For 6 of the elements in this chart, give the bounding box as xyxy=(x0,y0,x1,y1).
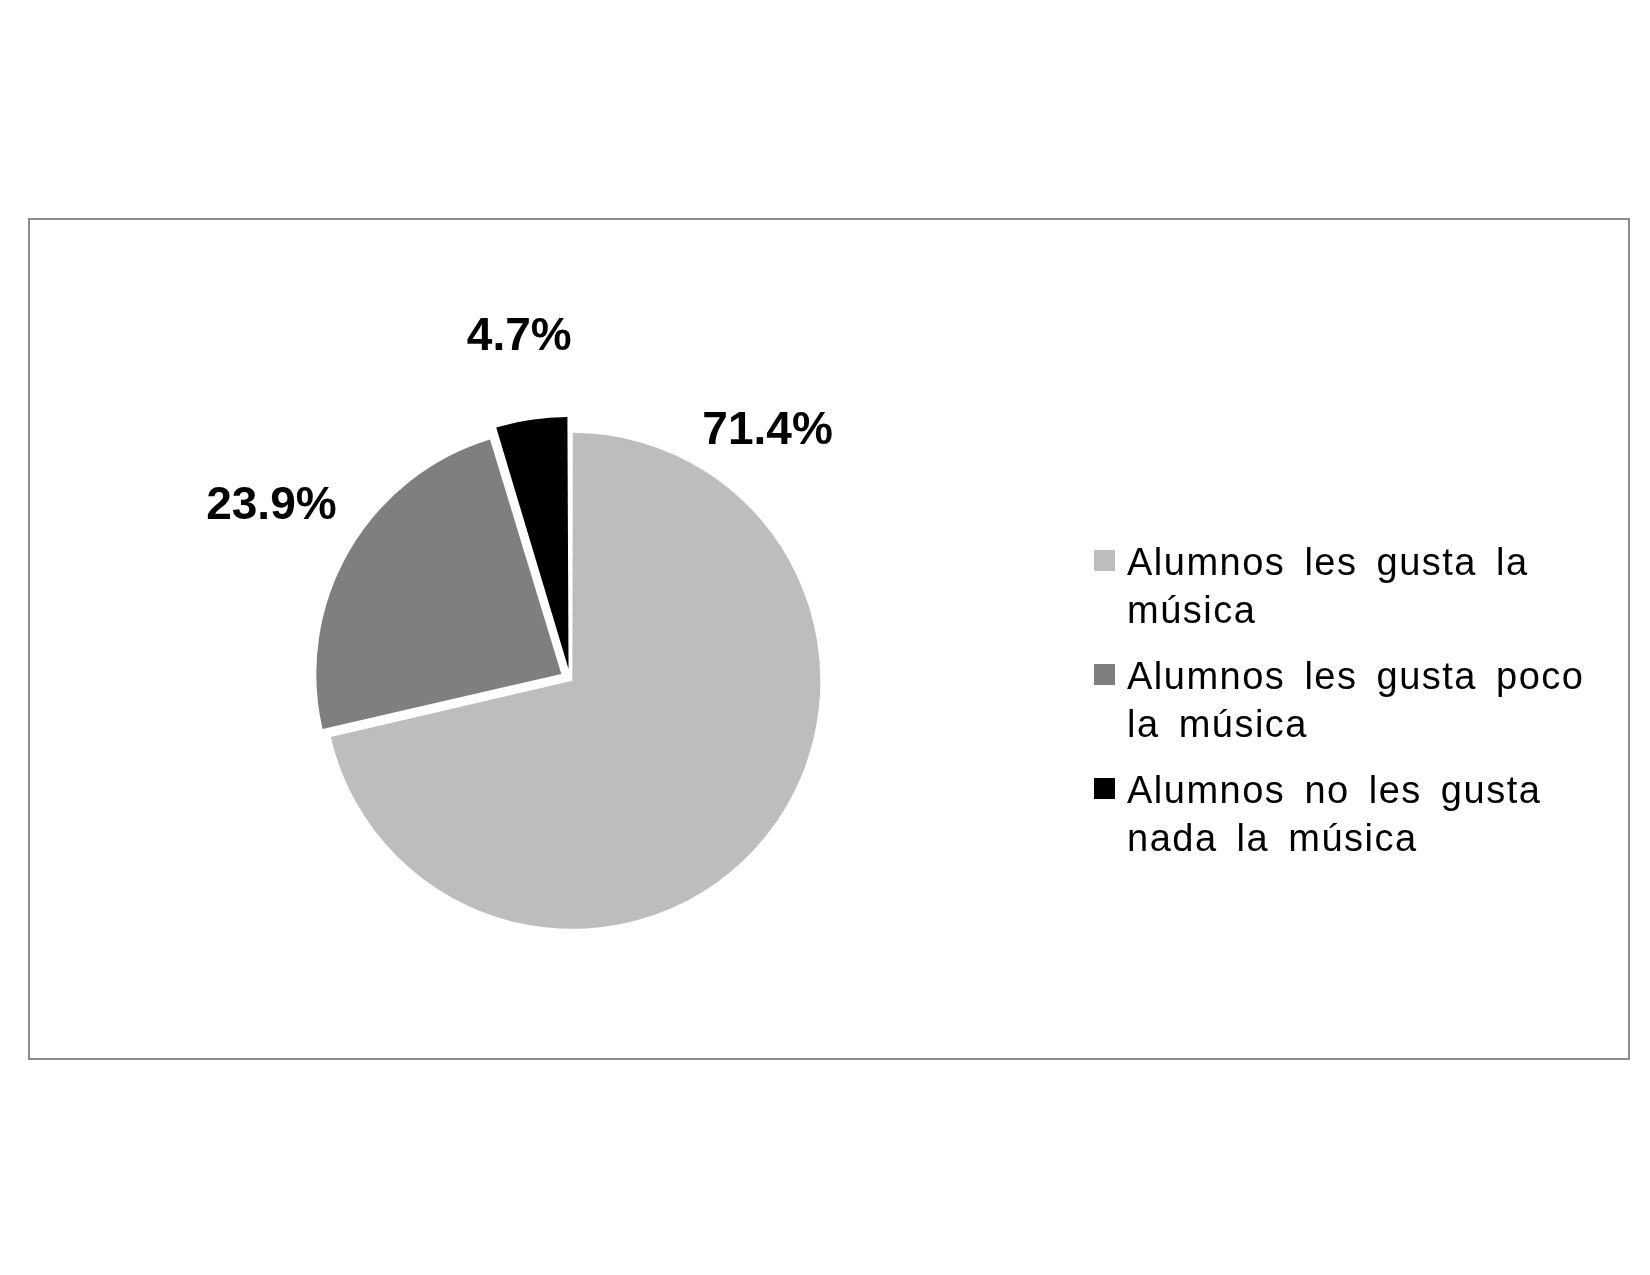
data-label: 4.7% xyxy=(466,308,572,361)
legend-label: Alumnos les gusta la música xyxy=(1127,540,1530,633)
legend-label: Alumnos les gusta poco la música xyxy=(1127,654,1586,747)
data-label: 71.4% xyxy=(702,401,833,454)
legend-label: Alumnos no les gusta nada la música xyxy=(1127,768,1543,861)
data-label: 23.9% xyxy=(206,476,337,529)
